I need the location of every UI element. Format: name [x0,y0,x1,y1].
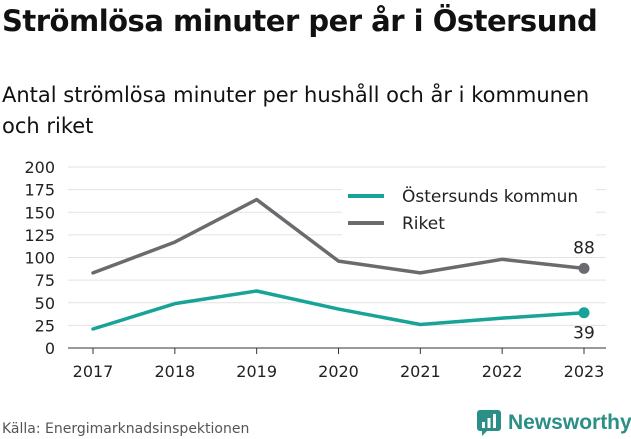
y-tick-label: 75 [35,271,55,290]
chart-subtitle: Antal strömlösa minuter per hushåll och … [2,83,590,138]
legend: Östersunds kommun Riket [342,182,596,236]
newsworthy-logo-icon [477,410,501,436]
source-note: Källa: Energimarknadsinspektionen [2,421,250,437]
chart-title: Strömlösa minuter per år i Östersund [2,4,598,38]
y-tick-label: 100 [24,249,55,268]
series-line [91,197,586,275]
x-axis: 2017 2018 2019 2020 2021 2022 2023 [73,348,605,381]
y-tick-label: 50 [35,294,55,313]
legend-label: Östersunds kommun [402,185,578,207]
series-lines: 39 88 [91,197,595,344]
x-tick-label: 2023 [564,362,605,381]
y-tick-label: 0 [45,339,55,358]
grid [68,166,606,349]
x-tick-label: 2021 [400,362,441,381]
legend-label: Riket [402,214,445,234]
data-label: 88 [573,238,595,258]
series-line [91,289,586,331]
legend-background [342,209,596,236]
y-tick-label: 25 [35,316,55,335]
y-axis: 0 25 50 75 100 125 150 175 200 [24,158,55,358]
x-tick-label: 2020 [318,362,359,381]
brand-name: Newsworthy [508,411,631,434]
x-tick-label: 2022 [482,362,523,381]
data-label: 39 [573,324,595,344]
y-tick-label: 200 [24,158,55,177]
series-end-point [578,307,590,319]
x-tick-label: 2018 [154,362,195,381]
y-tick-label: 150 [24,203,55,222]
y-tick-label: 125 [24,226,55,245]
x-tick-label: 2019 [236,362,277,381]
brand-logo: Newsworthy [476,409,631,437]
legend-background [342,182,596,209]
y-tick-label: 175 [24,181,55,200]
series-end-point [578,262,590,274]
x-tick-label: 2017 [73,362,114,381]
